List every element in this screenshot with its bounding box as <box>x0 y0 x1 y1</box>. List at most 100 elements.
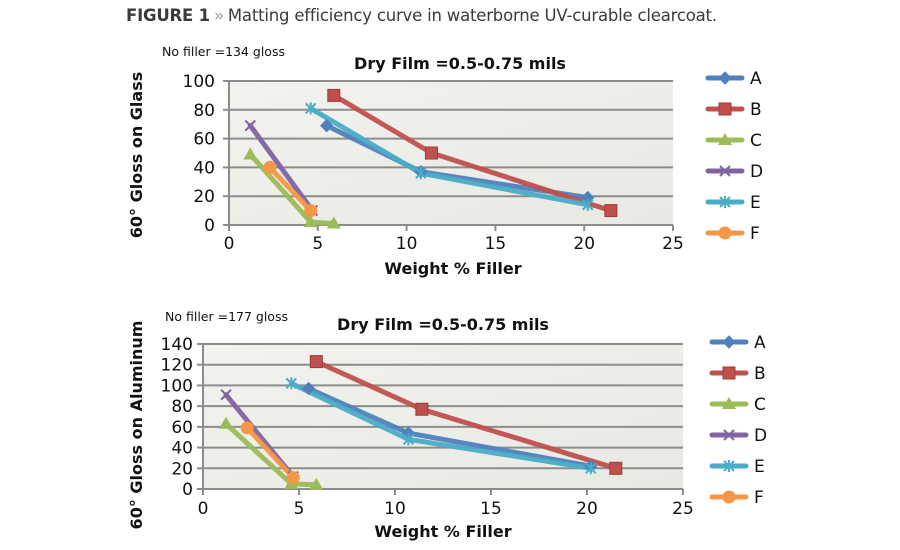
legend-marker <box>718 71 732 85</box>
no-filler-note: No filler =134 gloss <box>162 44 285 59</box>
y-tick-label: 80 <box>171 397 193 417</box>
y-axis-title: 60° Gloss on Aluminum <box>127 321 146 530</box>
x-tick-label: 0 <box>198 499 209 519</box>
legend-label: E <box>754 457 765 477</box>
legend-label: A <box>754 333 766 353</box>
legend-item-F: F <box>709 488 764 508</box>
x-tick-label: 15 <box>480 499 502 519</box>
plot-area: 0 20 40 60 80 100 0 5 10 15 20 25 <box>183 72 684 254</box>
legend-item-C: C <box>709 395 766 415</box>
data-point-B <box>424 146 438 160</box>
chart-title: Dry Film =0.5-0.75 mils <box>354 54 566 73</box>
legend-label: B <box>750 100 762 120</box>
y-axis-title: 60° Gloss on Glass <box>127 72 146 238</box>
y-tick-label: 80 <box>193 101 215 121</box>
data-point-D <box>220 389 232 401</box>
x-tick-label: 5 <box>294 499 305 519</box>
legend-label: A <box>750 69 762 89</box>
data-point-F <box>263 160 277 174</box>
data-point-E <box>415 167 427 180</box>
chart-gloss-on-glass: No filler =134 gloss Dry Film =0.5-0.75 … <box>127 44 763 278</box>
chart-gloss-on-aluminum: No filler =177 gloss Dry Film =0.5-0.75 … <box>127 309 767 541</box>
legend-label: F <box>750 224 760 244</box>
legend-item-E: E <box>709 457 765 477</box>
legend-label: D <box>754 426 767 446</box>
legend-item-A: A <box>705 69 762 89</box>
legend-item-D: D <box>709 426 767 446</box>
chart-title: Dry Film =0.5-0.75 mils <box>337 315 549 334</box>
caption-separator: » <box>213 6 224 25</box>
data-point-C <box>219 416 234 429</box>
legend-item-B: B <box>705 100 762 120</box>
y-tick-label: 120 <box>161 356 193 376</box>
y-tick-label: 0 <box>182 480 193 500</box>
legend-marker <box>718 226 732 240</box>
y-tick-label: 40 <box>193 158 215 178</box>
legend-item-C: C <box>705 131 762 151</box>
data-point-B <box>327 88 341 102</box>
legend-label: C <box>754 395 766 415</box>
legend-item-A: A <box>709 333 766 353</box>
x-tick-label: 20 <box>576 499 598 519</box>
data-point-A <box>301 381 316 396</box>
data-point-C <box>243 147 258 160</box>
y-tick-label: 20 <box>193 187 215 207</box>
x-tick-label: 20 <box>573 234 595 254</box>
legend-marker <box>722 490 736 504</box>
x-tick-label: 5 <box>312 234 323 254</box>
x-axis-title: Weight % Filler <box>374 522 511 541</box>
data-point-C <box>326 216 341 229</box>
legend-label: C <box>750 131 762 151</box>
data-point-D <box>244 119 257 132</box>
figure-label: FIGURE 1 <box>126 6 210 25</box>
legend-item-D: D <box>705 162 763 182</box>
legend-label: D <box>750 162 763 182</box>
legend-item-B: B <box>709 364 766 384</box>
legend-marker <box>718 133 732 145</box>
data-point-B <box>609 461 623 475</box>
series-line-F <box>267 164 314 214</box>
y-tick-label: 20 <box>171 459 193 479</box>
x-tick-label: 10 <box>384 499 406 519</box>
data-point-A <box>319 118 334 133</box>
data-point-E <box>585 462 597 475</box>
caption-text: Matting efficiency curve in waterborne U… <box>227 6 717 25</box>
no-filler-note: No filler =177 gloss <box>165 309 288 324</box>
y-tick-label: 100 <box>183 72 215 92</box>
data-point-F <box>240 421 254 435</box>
y-tick-label: 140 <box>161 335 193 355</box>
y-tick-label: 40 <box>171 439 193 459</box>
legend-marker <box>723 460 735 472</box>
x-tick-label: 0 <box>224 234 235 254</box>
data-point-E <box>582 198 594 211</box>
data-point-F <box>304 204 318 218</box>
legend-item-F: F <box>705 224 760 244</box>
data-point-E <box>285 377 298 390</box>
data-point-F <box>286 471 300 485</box>
x-tick-label: 25 <box>672 499 694 519</box>
x-tick-label: 15 <box>485 234 507 254</box>
legend-label: E <box>750 193 761 213</box>
legend-item-E: E <box>705 193 761 213</box>
x-tick-label: 25 <box>662 234 684 254</box>
legend-marker <box>719 196 731 208</box>
legend-marker <box>722 397 736 409</box>
y-tick-label: 60 <box>193 130 215 150</box>
data-point-E <box>304 102 317 115</box>
data-point-B <box>604 204 618 218</box>
legend-marker <box>718 102 732 116</box>
data-point-C <box>309 477 324 490</box>
data-point-C <box>303 215 318 228</box>
x-tick-label: 10 <box>396 234 418 254</box>
data-point-B <box>415 402 429 416</box>
series-line-F <box>244 425 296 481</box>
legend-marker <box>719 165 731 177</box>
data-point-B <box>309 355 323 369</box>
y-tick-label: 100 <box>161 376 193 396</box>
data-point-E <box>402 433 415 446</box>
legend-label: B <box>754 364 766 384</box>
y-tick-label: 0 <box>204 216 215 236</box>
